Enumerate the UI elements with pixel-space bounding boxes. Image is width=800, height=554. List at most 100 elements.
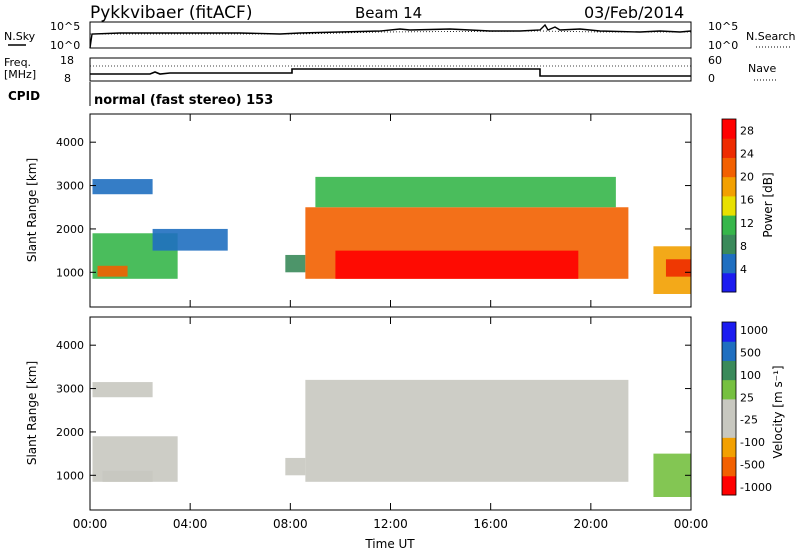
velocity-x-ticks: 00:00 04:00 08:00 12:00 16:00 20:00 00:00 <box>73 317 709 531</box>
noise-right-tick-top: 10^5 <box>708 20 738 33</box>
power-colorbar-swatch <box>722 119 736 139</box>
noise-panel: N.Sky 10^5 10^0 10^5 10^0 N.Search <box>4 20 796 52</box>
velocity-ytick-label: 3000 <box>56 383 84 396</box>
noise-left-label: N.Sky <box>4 30 36 43</box>
freq-label-1: Freq. <box>4 56 31 69</box>
velocity-xtick-label: 12:00 <box>373 517 408 531</box>
velocity-colorbar-swatch <box>722 360 736 381</box>
velocity-ytick-label: 2000 <box>56 426 84 439</box>
power-colorbar-swatch <box>722 138 736 158</box>
velocity-colorbar-tick: 1000 <box>740 324 768 337</box>
velocity-scatter-region <box>92 382 153 398</box>
velocity-colorbar-label: Velocity [m s⁻¹] <box>771 365 785 458</box>
noise-sky-trace <box>89 23 692 49</box>
velocity-scatter-region <box>305 379 629 482</box>
power-scatter-region <box>315 176 616 208</box>
power-colorbar-label: Power [dB] <box>761 172 775 237</box>
velocity-colorbar-tick: 25 <box>740 391 754 404</box>
velocity-xtick-label: 00:00 <box>674 517 709 531</box>
velocity-xtick-label: 16:00 <box>473 517 508 531</box>
power-colorbar-tick: 28 <box>740 125 754 138</box>
velocity-colorbar-swatch <box>722 322 736 342</box>
power-scatter-region <box>97 265 128 277</box>
velocity-colorbar-swatch <box>722 379 736 400</box>
cpid-row: CPID normal (fast stereo) 153 <box>8 82 273 108</box>
velocity-colorbar-swatch <box>722 418 736 438</box>
velocity-colorbar-frame <box>721 321 737 496</box>
freq-label-2: [MHz] <box>4 68 36 81</box>
power-colorbar-swatch <box>722 272 736 293</box>
velocity-colorbar-tick: 500 <box>740 346 761 359</box>
power-colorbar-swatch <box>722 215 736 235</box>
power-ytick-label: 2000 <box>56 223 84 236</box>
velocity-ytick-label: 4000 <box>56 339 84 352</box>
velocity-panel: 1000 2000 3000 4000 00:00 04:00 08:00 12:00 16:… <box>25 316 785 551</box>
power-colorbar-swatch <box>722 234 736 255</box>
velocity-colorbar-tick: -1000 <box>740 481 772 494</box>
cpid-label: CPID <box>8 89 40 103</box>
beam-label: Beam 14 <box>355 4 422 22</box>
power-scatter-region <box>285 254 306 273</box>
power-colorbar: 4 8 12 16 20 24 28 <box>721 118 754 293</box>
noise-left-tick-top: 10^5 <box>50 20 80 33</box>
power-ytick-label: 3000 <box>56 180 84 193</box>
velocity-colorbar-swatch <box>722 437 736 458</box>
power-scatter-region <box>152 228 228 251</box>
power-colorbar-swatch <box>722 176 736 197</box>
freq-right-tick-top: 60 <box>708 54 722 67</box>
nave-label: Nave <box>748 62 776 75</box>
power-colorbar-tick: 12 <box>740 217 754 230</box>
velocity-ytick-label: 1000 <box>56 469 84 482</box>
velocity-xtick-label: 08:00 <box>273 517 308 531</box>
noise-search-trace <box>90 30 691 35</box>
power-scatter-region <box>335 250 579 279</box>
velocity-colorbar-tick: -25 <box>740 414 758 427</box>
velocity-colorbar-swatch <box>722 456 736 477</box>
power-ytick-label: 4000 <box>56 136 84 149</box>
velocity-ylabel: Slant Range [km] <box>25 361 39 465</box>
power-colorbar-frame <box>721 118 737 293</box>
noise-right-tick-bottom: 10^0 <box>708 39 738 52</box>
power-x-ticks <box>89 114 692 307</box>
velocity-colorbar-tick: -500 <box>740 459 765 472</box>
power-scatter-region <box>92 179 153 195</box>
noise-left-tick-bottom: 10^0 <box>50 39 80 52</box>
velocity-data-layer <box>92 379 691 497</box>
power-colorbar-swatch <box>722 157 736 178</box>
velocity-scatter-region <box>653 453 691 497</box>
power-colorbar-tick: 8 <box>740 240 747 253</box>
freq-left-tick-top: 18 <box>60 54 74 67</box>
velocity-colorbar-tick: -100 <box>740 436 765 449</box>
power-panel: 1000 2000 3000 4000 Slant Range [km] 4 8 12 16… <box>25 113 775 308</box>
velocity-y-ticks: 1000 2000 3000 4000 <box>56 339 691 482</box>
velocity-xlabel: Time UT <box>364 537 415 551</box>
velocity-colorbar-swatch <box>722 398 736 419</box>
power-colorbar-swatch <box>722 195 736 216</box>
freq-trace <box>90 68 691 77</box>
power-y-ticks: 1000 2000 3000 4000 <box>56 136 691 279</box>
date-label: 03/Feb/2014 <box>584 3 684 22</box>
freq-right-tick-bottom: 0 <box>708 72 715 85</box>
velocity-xtick-label: 00:00 <box>73 517 108 531</box>
noise-right-label: N.Search <box>746 30 796 43</box>
velocity-xtick-label: 20:00 <box>574 517 609 531</box>
freq-panel: Freq. [MHz] 18 8 60 0 Nave <box>4 54 778 85</box>
power-ylabel: Slant Range [km] <box>25 158 39 262</box>
station-title: Pykkvibaer (fitACF) <box>90 3 252 23</box>
velocity-colorbar-swatch <box>722 341 736 361</box>
power-colorbar-tick: 4 <box>740 263 747 276</box>
freq-left-tick-bottom: 8 <box>64 72 71 85</box>
velocity-colorbar-tick: 100 <box>740 369 761 382</box>
velocity-colorbar-swatch <box>722 475 736 496</box>
power-colorbar-tick: 16 <box>740 194 754 207</box>
power-colorbar-tick: 20 <box>740 171 754 184</box>
power-colorbar-swatch <box>722 253 736 274</box>
power-scatter-region <box>665 259 691 277</box>
velocity-colorbar: 1000 500 100 25 -25 -100 -500 -1000 <box>721 321 772 496</box>
velocity-scatter-region <box>102 470 153 482</box>
velocity-xtick-label: 04:00 <box>173 517 208 531</box>
power-ytick-label: 1000 <box>56 266 84 279</box>
velocity-scatter-region <box>285 457 306 476</box>
power-data-layer <box>92 176 691 294</box>
